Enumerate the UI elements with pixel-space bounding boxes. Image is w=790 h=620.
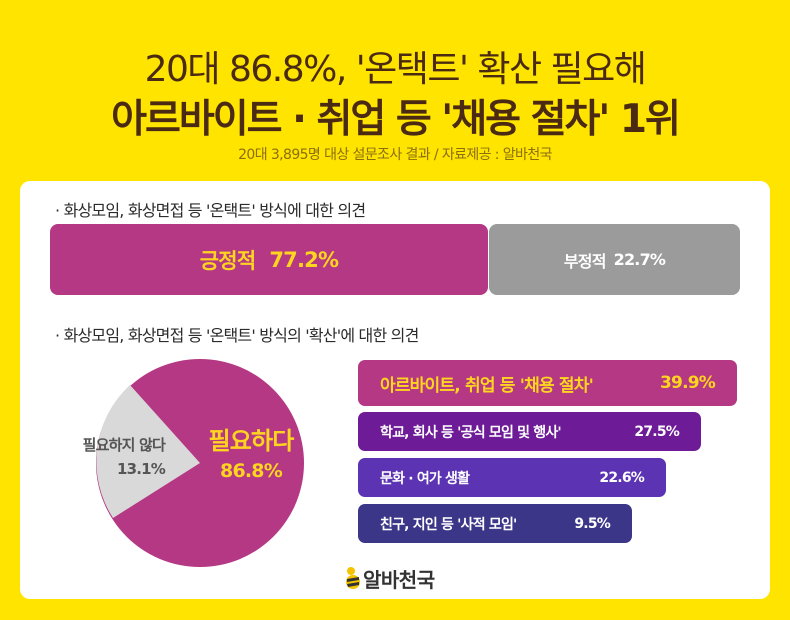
bee-icon [346, 567, 360, 589]
hbar-label: 친구, 지인 등 '사적 모임' [380, 516, 517, 533]
negative-bar: 부정적 22.7% [489, 224, 740, 295]
hbar-official-events: 학교, 회사 등 '공식 모임 및 행사' 27.5% [358, 412, 701, 451]
pie-label-no-text: 필요하지 않다 [82, 436, 166, 454]
hbar-recruitment: 아르바이트, 취업 등 '채용 절차' 39.9% [358, 360, 737, 406]
pie-slice-no [96, 385, 200, 518]
hbar-label: 학교, 회사 등 '공식 모임 및 행사' [380, 424, 562, 441]
positive-bar: 긍정적 77.2% [50, 224, 488, 295]
logo-text: 알바천국 [363, 567, 435, 592]
positive-pct: 77.2% [269, 247, 339, 272]
hbar-value: 9.5% [574, 515, 610, 532]
positive-label: 긍정적 [199, 248, 256, 273]
title-line-2: 아르바이트 · 취업 등 '채용 절차' 1위 [111, 97, 681, 142]
hbar-label: 문화 · 여가 생활 [380, 470, 470, 487]
subtitle: 20대 3,895명 대상 설문조사 결과 / 자료제공 : 알바천국 [238, 147, 552, 163]
pie-label-yes: 필요하다 86.8% [196, 426, 306, 486]
hbar-culture-leisure: 문화 · 여가 생활 22.6% [358, 458, 666, 497]
pie-label-yes-text: 필요하다 [208, 427, 294, 455]
question-2-label: · 화상모임, 화상면접 등 '온택트' 방식의 '확산'에 대한 의견 [55, 326, 419, 345]
hbar-value: 39.9% [660, 373, 716, 393]
hbar-value: 22.6% [599, 469, 644, 486]
pie-label-yes-pct: 86.8% [220, 460, 283, 482]
hbar-private-gatherings: 친구, 지인 등 '사적 모임' 9.5% [358, 504, 632, 543]
hbar-label: 아르바이트, 취업 등 '채용 절차' [380, 375, 594, 396]
hbar-value: 27.5% [634, 423, 679, 440]
negative-pct: 22.7% [613, 250, 666, 269]
question-1-label: · 화상모임, 화상면접 등 '온택트' 방식에 대한 의견 [55, 201, 366, 220]
brand-logo: 알바천국 [345, 565, 435, 592]
negative-label: 부정적 [563, 251, 607, 271]
pie-label-no: 필요하지 않다 13.1% [40, 433, 166, 481]
pie-chart [96, 359, 304, 567]
title-line-1: 20대 86.8%, '온택트' 확산 필요해 [144, 49, 647, 90]
pie-label-no-pct: 13.1% [116, 460, 166, 478]
